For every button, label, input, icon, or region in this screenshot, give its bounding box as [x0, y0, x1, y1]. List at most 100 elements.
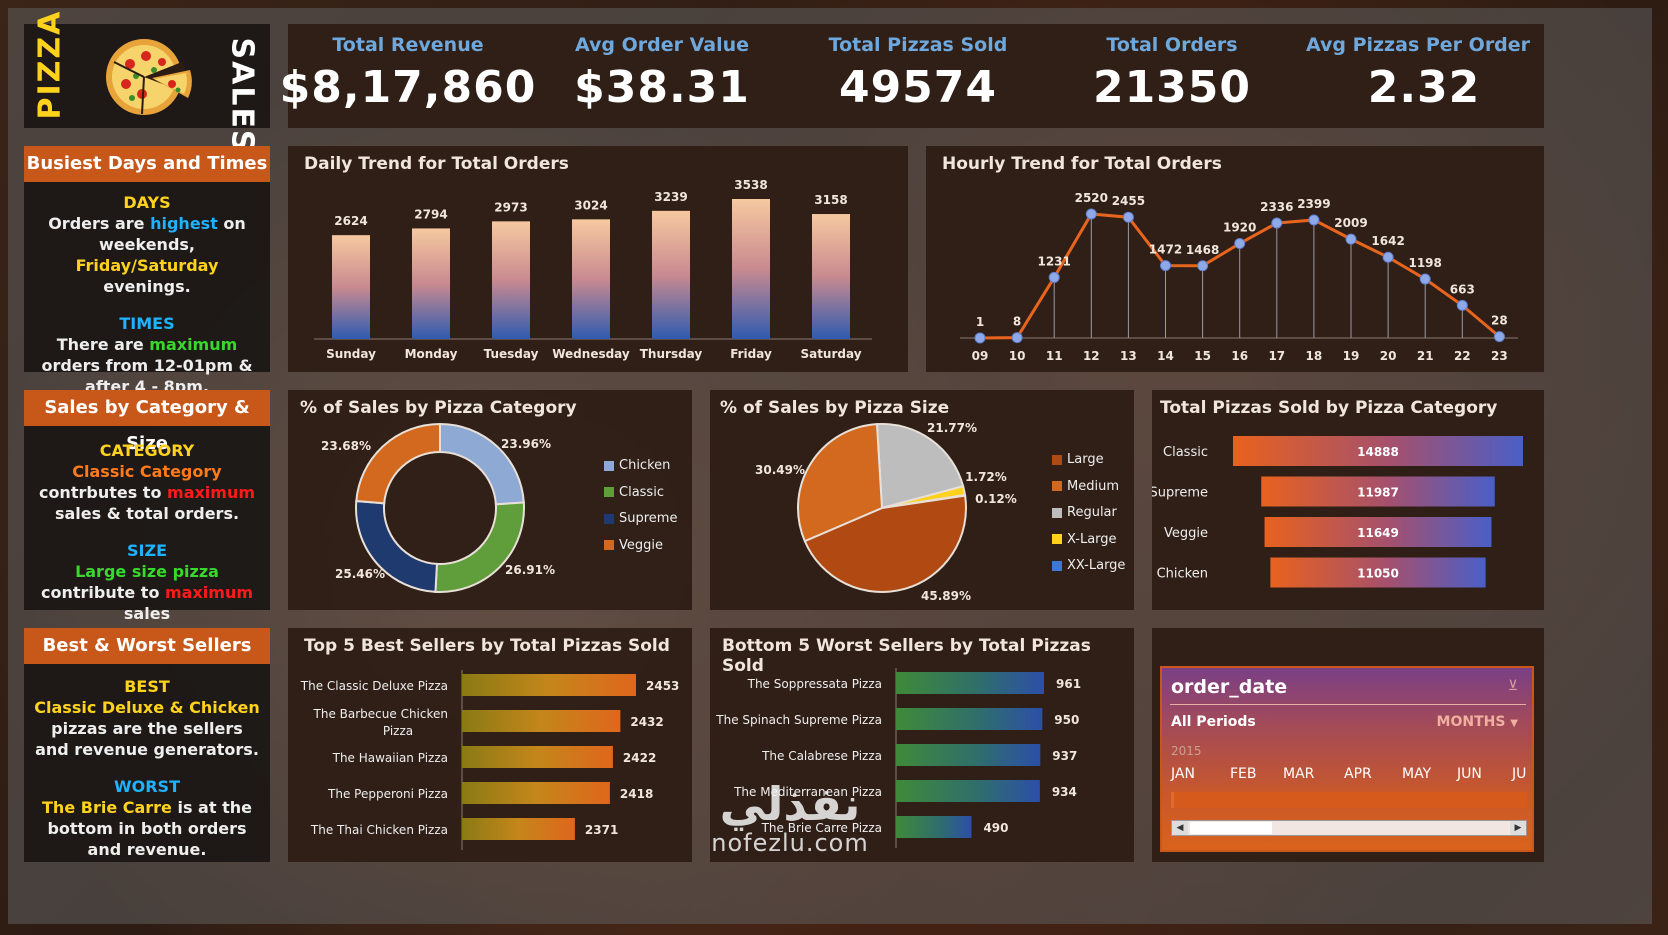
kpi-ppo-value: 2.32: [1367, 62, 1481, 113]
hourly-point: [1419, 273, 1431, 285]
hourly-value-label: 2336: [1260, 200, 1293, 214]
legend-swatch: [1052, 534, 1062, 544]
bottom5-label: The Brie Carre Pizza: [761, 821, 882, 835]
size-slice: [803, 494, 967, 593]
bottom5-value: 937: [1052, 749, 1077, 763]
watermark-arabic: نفذلي: [719, 777, 861, 831]
hourly-x-label: 18: [1306, 349, 1323, 363]
order-date-slicer[interactable]: order_date ⊻ All Periods MONTHS ▼ 2015 J…: [1160, 666, 1534, 852]
top5-value: 2371: [585, 823, 618, 837]
best-t1: Classic Deluxe & Chicken: [34, 698, 260, 717]
daily-category-label: Friday: [730, 347, 772, 361]
hourly-value-label: 1198: [1408, 256, 1441, 270]
top5-value: 2432: [630, 715, 663, 729]
daily-bar: [332, 235, 370, 339]
daily-category-label: Thursday: [640, 347, 703, 361]
month-mar[interactable]: MAR: [1283, 766, 1315, 782]
hourly-x-label: 11: [1046, 349, 1063, 363]
category-slice: [355, 422, 441, 505]
category-heading: CATEGORY: [99, 441, 195, 460]
bottom5-label: The Soppressata Pizza: [747, 677, 882, 691]
slicer-title: order_date: [1171, 676, 1288, 698]
category-text: contrbutes to maximum sales & total orde…: [34, 482, 260, 524]
best-heading: BEST: [124, 677, 170, 696]
top5-value: 2418: [620, 787, 653, 801]
slicer-divider: [1170, 704, 1526, 705]
times-t1: There are: [56, 335, 150, 354]
scroll-right-arrow[interactable]: ▶: [1510, 821, 1526, 835]
hourly-point: [1234, 238, 1246, 250]
category-legend-item: Veggie: [604, 538, 663, 553]
category-t2: contrbutes to: [38, 483, 168, 502]
hourly-x-label: 17: [1268, 349, 1285, 363]
top5-chart: 2453 The Classic Deluxe Pizza 2432 The Barb…: [300, 670, 679, 850]
hourly-x-label: 09: [972, 349, 989, 363]
category-size-body: CATEGORY Classic Category contrbutes to …: [24, 440, 270, 624]
daily-category-label: Monday: [405, 347, 458, 361]
filter-clear-icon[interactable]: ⊻: [1507, 678, 1518, 694]
month-apr[interactable]: APR: [1344, 766, 1372, 782]
scroll-thumb[interactable]: [1190, 822, 1272, 834]
daily-value-label: 2794: [414, 207, 447, 221]
bottom5-label: The Calabrese Pizza: [761, 749, 882, 763]
bottom5-value: 490: [983, 821, 1008, 835]
daily-trend-title: Daily Trend for Total Orders: [304, 154, 569, 174]
hourly-trend-title: Hourly Trend for Total Orders: [942, 154, 1222, 174]
kpi-revenue-label: Total Revenue: [332, 34, 484, 56]
legend-swatch: [604, 487, 614, 497]
hourly-value-label: 1642: [1371, 234, 1404, 248]
bottom5-bar: [896, 708, 1043, 730]
daily-trend-panel: Daily Trend for Total Orders 2624 Sunday 2…: [288, 146, 908, 372]
hourly-x-label: 22: [1454, 349, 1471, 363]
top5-title: Top 5 Best Sellers by Total Pizzas Sold: [304, 636, 670, 656]
hourly-x-label: 10: [1009, 349, 1026, 363]
daily-trend-chart: 2624 Sunday 2794 Monday 2973 Tuesday 3024 Wedne…: [314, 178, 872, 361]
busiest-panel: Busiest Days and Times DAYS Orders are h…: [24, 146, 270, 396]
hourly-value-label: 663: [1450, 282, 1475, 296]
size-t1: Large size pizza: [75, 562, 219, 581]
hourly-x-label: 19: [1343, 349, 1360, 363]
size-pct-title: % of Sales by Pizza Size: [720, 398, 950, 418]
top5-label: The Barbecue Chicken: [313, 707, 448, 721]
category-total-title: Total Pizzas Sold by Pizza Category: [1160, 398, 1498, 418]
category-legend-item: Supreme: [604, 511, 677, 526]
hourly-x-label: 12: [1083, 349, 1100, 363]
month-jan[interactable]: JAN: [1171, 766, 1195, 782]
hourly-x-label: 13: [1120, 349, 1137, 363]
hourly-value-label: 2520: [1075, 191, 1108, 205]
bottom5-value: 961: [1056, 677, 1081, 691]
bottom5-label: The Mediterranean Pizza: [733, 785, 882, 799]
category-total-bar: [1264, 517, 1492, 547]
top5-bar: [462, 746, 613, 768]
month-feb[interactable]: FEB: [1230, 766, 1257, 782]
month-jul[interactable]: JU: [1512, 766, 1527, 782]
size-slice: [875, 423, 965, 510]
scroll-left-arrow[interactable]: ◀: [1172, 821, 1188, 835]
category-t1: Classic Category: [72, 462, 222, 481]
category-pct-panel: % of Sales by Pizza Category 23.96% 26.91…: [288, 390, 692, 610]
best-worst-body: BEST Classic Deluxe & Chicken pizzas are…: [24, 676, 270, 860]
kpi-orders-value: 21350: [1092, 62, 1252, 113]
legend-label: Medium: [1067, 478, 1119, 494]
logo-left-word: PIZZA: [32, 9, 68, 120]
legend-label: Classic: [619, 484, 664, 500]
category-total-label: Veggie: [1164, 526, 1208, 541]
logo-right-word: SALES: [224, 37, 260, 154]
hourly-point: [1122, 211, 1134, 223]
size-pct-label: 0.12%: [975, 492, 1017, 506]
month-may[interactable]: MAY: [1402, 766, 1432, 782]
category-total-label: Classic: [1163, 445, 1208, 460]
bottom5-chart: 961 The Soppressata Pizza 950 The Spinach S…: [715, 668, 1081, 848]
worst-t1: The Brie Carre: [42, 798, 172, 817]
slicer-scrollbar[interactable]: ◀ ▶: [1171, 820, 1527, 836]
slicer-unit-dropdown[interactable]: MONTHS ▼: [1437, 714, 1518, 730]
category-legend-item: Chicken: [604, 458, 670, 473]
days-t5: evenings.: [103, 277, 191, 296]
times-t2: maximum: [149, 335, 238, 354]
slicer-timeline-bar[interactable]: [1171, 792, 1527, 808]
month-jun[interactable]: JUN: [1457, 766, 1482, 782]
top5-bar: [462, 818, 575, 840]
logo-panel: PIZZA SALES: [24, 9, 270, 154]
daily-category-label: Saturday: [800, 347, 861, 361]
legend-label: XX-Large: [1067, 558, 1126, 573]
